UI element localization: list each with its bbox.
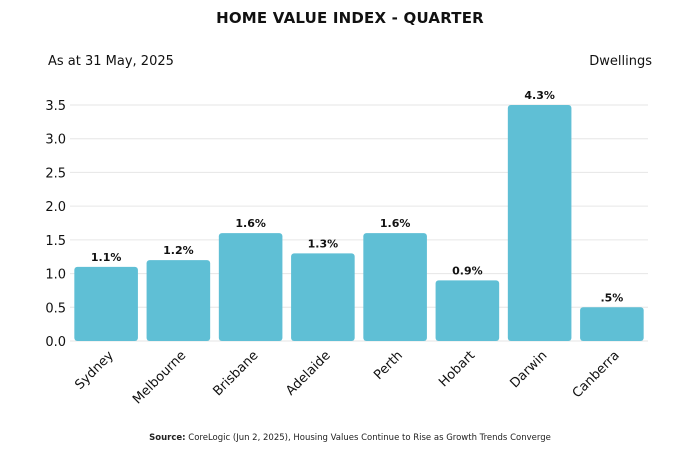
data-label: .5%: [600, 291, 623, 304]
y-tick-label: 2.5: [45, 166, 66, 181]
y-tick-label: 2.0: [45, 200, 66, 215]
y-tick-label: 3.0: [45, 133, 66, 148]
bar-perth: [363, 233, 427, 341]
data-label: 1.3%: [308, 237, 339, 250]
y-tick-label: 3.5: [45, 99, 66, 114]
x-tick-label: Darwin: [507, 348, 550, 391]
bar-darwin: [507, 105, 572, 341]
data-label: 1.6%: [235, 217, 266, 230]
y-tick-label: 0.5: [45, 301, 66, 316]
bar-brisbane: [218, 233, 283, 341]
y-tick-label: 0.0: [45, 335, 66, 350]
x-tick-label: Sydney: [72, 348, 117, 393]
data-label: 1.6%: [380, 217, 411, 230]
bar-adelaide: [291, 253, 355, 341]
data-label: 1.2%: [163, 244, 194, 257]
source-text: CoreLogic (Jun 2, 2025), Housing Values …: [185, 433, 551, 443]
bar-sydney: [74, 266, 138, 341]
as-at-date: As at 31 May, 2025: [48, 54, 174, 69]
x-tick-label: Perth: [371, 348, 406, 383]
data-label: 0.9%: [452, 264, 483, 277]
y-tick-label: 1.0: [45, 268, 66, 283]
x-tick-label: Melbourne: [130, 348, 189, 407]
data-label: 4.3%: [524, 89, 555, 102]
data-label: 1.1%: [91, 251, 122, 264]
source-label: Source:: [149, 433, 186, 443]
x-tick-label: Adelaide: [283, 348, 333, 398]
x-tick-label: Brisbane: [210, 348, 261, 399]
x-tick-label: Hobart: [436, 348, 478, 390]
bar-canberra: [580, 307, 644, 341]
bar-hobart: [435, 280, 500, 341]
chart-title: HOME VALUE INDEX - QUARTER: [216, 9, 484, 27]
source-note: Source: CoreLogic (Jun 2, 2025), Housing…: [0, 433, 700, 443]
y-tick-label: 1.5: [45, 234, 66, 249]
x-tick-label: Canberra: [570, 348, 623, 401]
dwellings-label: Dwellings: [589, 54, 652, 69]
bar-melbourne: [146, 260, 211, 341]
